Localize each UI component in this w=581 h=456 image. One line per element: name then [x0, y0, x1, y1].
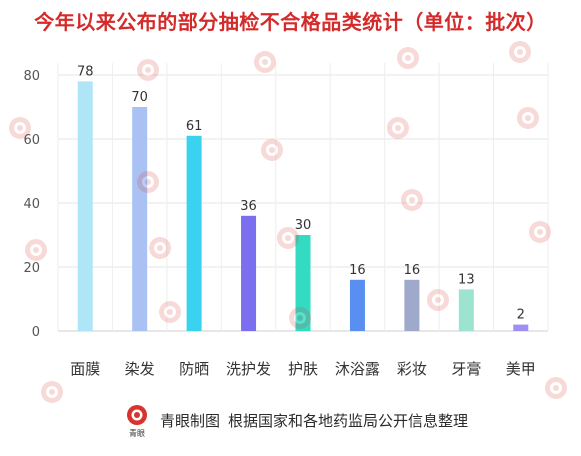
bar-1 — [77, 81, 93, 332]
bar-chart: 78 70 61 36 30 16 16 13 2 0 20 40 60 80 面膜 染发 防晒 洗护发 护肤沐… — [23, 63, 549, 378]
x-tick-label: 牙膏 — [451, 360, 481, 378]
data-label: 16 — [349, 263, 366, 278]
x-tick-label: 染发 — [125, 360, 155, 378]
data-label: 36 — [240, 199, 257, 214]
data-label: 2 — [517, 308, 525, 323]
x-tick-label: 面膜 — [70, 360, 100, 378]
x-axis-ticks: 面膜 染发 防晒 洗护发 护肤 沐浴露 彩妆 牙膏 美甲 — [70, 360, 536, 378]
logo-text: 青眼 — [129, 428, 145, 438]
bar-8 — [458, 289, 474, 331]
data-labels: 78 70 61 36 30 16 16 13 2 — [77, 64, 525, 322]
footer-credit: 青眼制图 — [160, 412, 221, 430]
y-tick-label: 60 — [23, 133, 40, 148]
data-label: 30 — [295, 218, 312, 233]
y-tick-label: 80 — [23, 69, 40, 84]
bar-5 — [295, 235, 311, 331]
bar-7 — [404, 279, 420, 331]
bar-4 — [241, 215, 257, 331]
footer: 青眼 青眼制图 根据国家和各地药监局公开信息整理 — [0, 404, 581, 440]
x-tick-label: 彩妆 — [397, 360, 427, 378]
x-tick-label: 沐浴露 — [335, 360, 380, 378]
bar-9 — [513, 324, 529, 331]
footer-source: 根据国家和各地药监局公开信息整理 — [228, 412, 469, 430]
y-tick-label: 40 — [23, 197, 40, 212]
data-label: 70 — [131, 90, 148, 105]
chart-title: 今年以来公布的部分抽检不合格品类统计（单位：批次） — [34, 10, 547, 34]
y-axis-ticks: 0 20 40 60 80 — [23, 69, 40, 340]
data-label: 13 — [458, 272, 475, 287]
x-tick-label: 美甲 — [506, 360, 536, 378]
data-label: 61 — [186, 119, 203, 134]
y-tick-label: 20 — [23, 261, 40, 276]
bar-3 — [186, 135, 202, 331]
data-label: 78 — [77, 64, 94, 79]
x-tick-label: 洗护发 — [226, 360, 271, 378]
y-tick-label: 0 — [32, 325, 40, 340]
x-tick-label: 护肤 — [288, 360, 318, 378]
bar-2 — [132, 107, 148, 331]
brand-logo-icon: 青眼 — [127, 405, 147, 438]
bar-6 — [349, 279, 365, 331]
footer-text: 青眼制图 根据国家和各地药监局公开信息整理 — [160, 410, 476, 431]
data-label: 16 — [404, 263, 421, 278]
bars — [77, 81, 529, 332]
x-tick-label: 防晒 — [179, 360, 209, 378]
